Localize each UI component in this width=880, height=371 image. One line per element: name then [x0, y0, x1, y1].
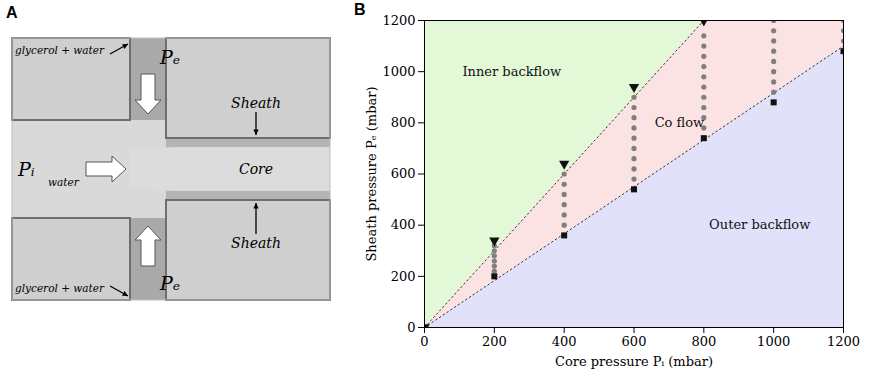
svg-text:1000: 1000 [382, 64, 415, 79]
svg-text:Core: Core [239, 161, 273, 177]
svg-text:glycerol + water: glycerol + water [15, 282, 105, 294]
svg-text:400: 400 [552, 334, 577, 349]
svg-text:Pₑ: Pₑ [159, 272, 180, 294]
svg-text:800: 800 [391, 115, 416, 130]
svg-text:Co flow: Co flow [655, 115, 705, 130]
svg-text:200: 200 [391, 268, 416, 283]
svg-text:600: 600 [622, 334, 647, 349]
svg-text:1000: 1000 [757, 334, 790, 349]
svg-text:800: 800 [691, 334, 716, 349]
svg-text:200: 200 [482, 334, 507, 349]
svg-text:Pₑ: Pₑ [159, 46, 180, 68]
svg-text:glycerol + water: glycerol + water [15, 44, 105, 56]
svg-text:Inner backflow: Inner backflow [462, 64, 561, 79]
html-text:B: B [354, 1, 366, 18]
svg-text:0: 0 [407, 320, 415, 335]
svg-text:Core pressure Pᵢ (mbar): Core pressure Pᵢ (mbar) [555, 354, 713, 369]
svg-text:Outer backflow: Outer backflow [709, 217, 810, 232]
svg-text:0: 0 [420, 334, 428, 349]
svg-text:1200: 1200 [827, 334, 860, 349]
svg-text:Sheath: Sheath [231, 95, 281, 111]
svg-text:Pᵢ: Pᵢ [17, 158, 35, 180]
svg-text:600: 600 [391, 166, 416, 181]
svg-text:water: water [48, 176, 80, 188]
svg-text:Sheath pressure Pₑ (mbar): Sheath pressure Pₑ (mbar) [364, 86, 379, 261]
svg-text:Sheath: Sheath [231, 235, 281, 251]
svg-text:400: 400 [391, 217, 416, 232]
svg-text:A: A [6, 4, 18, 21]
svg-text:1200: 1200 [382, 13, 415, 28]
